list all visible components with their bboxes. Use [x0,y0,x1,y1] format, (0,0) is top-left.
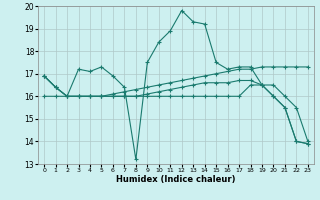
X-axis label: Humidex (Indice chaleur): Humidex (Indice chaleur) [116,175,236,184]
